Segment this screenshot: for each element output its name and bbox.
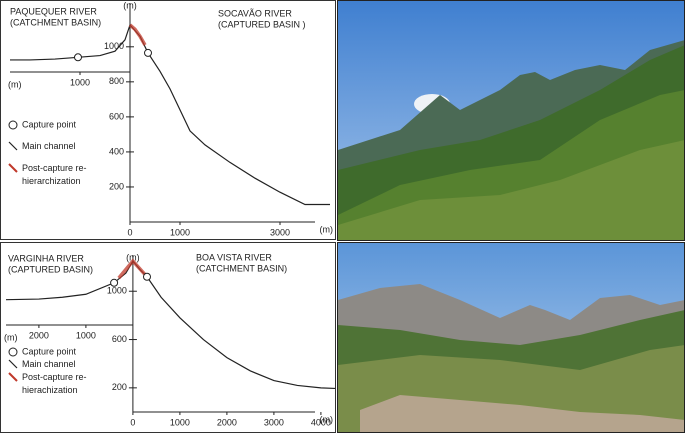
x-tick-label: 1000 — [76, 330, 96, 340]
legend-icon — [8, 347, 18, 357]
legend-box: Post-capture re-hierarchization — [22, 163, 87, 186]
capture-point — [143, 272, 151, 281]
photo — [338, 243, 685, 433]
x-tick-label: 1000 — [170, 227, 190, 237]
basin-label: VARGINHA RIVER — [8, 253, 84, 263]
photo — [338, 0, 685, 240]
basin-label: (CAPTURED BASIN) — [8, 264, 93, 274]
panel-frame — [0, 0, 336, 240]
y-unit: (m) — [123, 0, 137, 10]
profile-line — [128, 23, 147, 46]
legend-box: Main channel — [22, 359, 76, 369]
capture-point — [144, 48, 152, 57]
profile-line — [117, 258, 149, 280]
panel-frame — [0, 242, 336, 433]
x-tick-label: 4000 — [311, 417, 331, 427]
y-tick-label: 200 — [112, 382, 127, 392]
x-tick-label: 1000 — [170, 417, 190, 427]
y-tick-label: 800 — [109, 76, 124, 86]
legend-label: Capture point — [22, 346, 77, 356]
capture-point — [74, 53, 82, 62]
legend-box: Main channel — [22, 141, 76, 151]
basin-label: (CATCHMENT BASIN) — [10, 17, 101, 27]
legend-label: Post-capture re-hierarchization — [22, 163, 87, 186]
legend-icon — [8, 120, 18, 130]
x-unit: (m) — [320, 414, 334, 424]
legend-icon — [8, 359, 18, 369]
basin-label: (CAPTURED BASIN ) — [218, 19, 306, 29]
x-unit-left: (m) — [8, 79, 22, 89]
y-unit: (m) — [126, 252, 140, 262]
y-tick-label: 600 — [112, 334, 127, 344]
y-tick-label: 1000 — [107, 286, 127, 296]
legend-icon — [8, 163, 18, 173]
y-tick-label: 1000 — [104, 41, 124, 51]
x-tick-label: 0 — [127, 227, 132, 237]
legend-box: Post-capture re-hierachization — [22, 372, 87, 395]
basin-label: PAQUEQUER RIVER — [10, 6, 97, 16]
basin-label: BOA VISTA RIVER — [196, 252, 272, 262]
x-unit: (m) — [320, 224, 334, 234]
capture-point — [110, 278, 119, 287]
x-unit-left: (m) — [4, 332, 18, 342]
legend-label: Post-capture re-hierachization — [22, 372, 87, 395]
legend-label: Main channel — [22, 141, 76, 151]
y-tick-label: 600 — [109, 111, 124, 121]
x-tick-label: 2000 — [29, 330, 49, 340]
legend-label: Main channel — [22, 359, 76, 369]
legend-icon — [8, 372, 18, 382]
x-tick-label: 3000 — [270, 227, 290, 237]
x-tick-label: 3000 — [264, 417, 284, 427]
x-tick-label: 0 — [130, 417, 135, 427]
profile-line — [5, 259, 336, 390]
legend-icon — [8, 141, 18, 151]
basin-label: SOCAVÃO RIVER — [218, 8, 292, 18]
basin-label: (CATCHMENT BASIN) — [196, 263, 287, 273]
x-tick-label: 1000 — [70, 77, 90, 87]
y-tick-label: 400 — [109, 146, 124, 156]
y-tick-label: 200 — [109, 181, 124, 191]
legend-label: Capture point — [22, 119, 77, 129]
x-tick-label: 2000 — [217, 417, 237, 427]
